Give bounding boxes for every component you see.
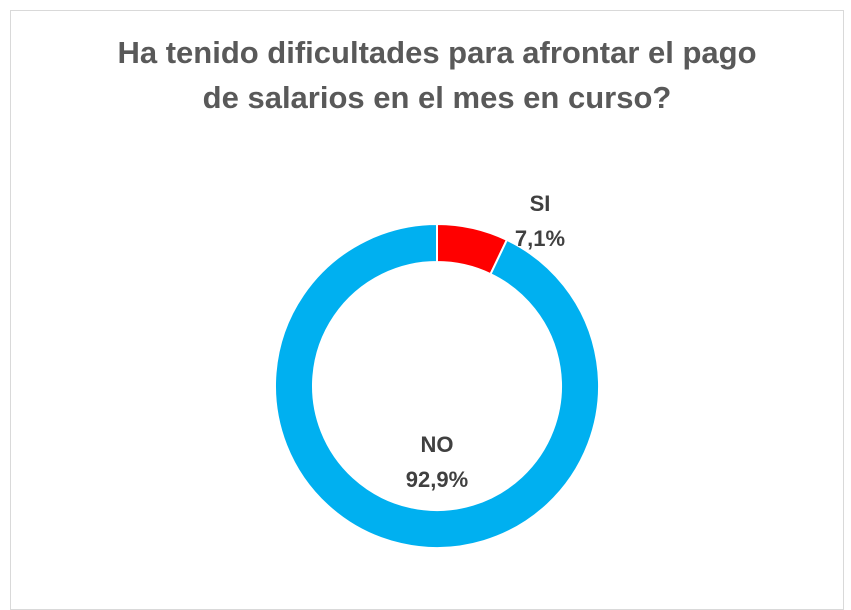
category-label: NO: [421, 432, 454, 457]
donut-segment: [274, 222, 600, 549]
category-label: SI: [530, 191, 551, 216]
page: Ha tenido dificultades para afrontar el …: [10, 10, 844, 610]
chart-title: Ha tenido dificultades para afrontar el …: [117, 35, 757, 115]
value-label: 7,1%: [515, 226, 565, 251]
chart: SI 7,1% NO 92,9%: [274, 191, 600, 549]
value-label: 92,9%: [406, 467, 468, 492]
